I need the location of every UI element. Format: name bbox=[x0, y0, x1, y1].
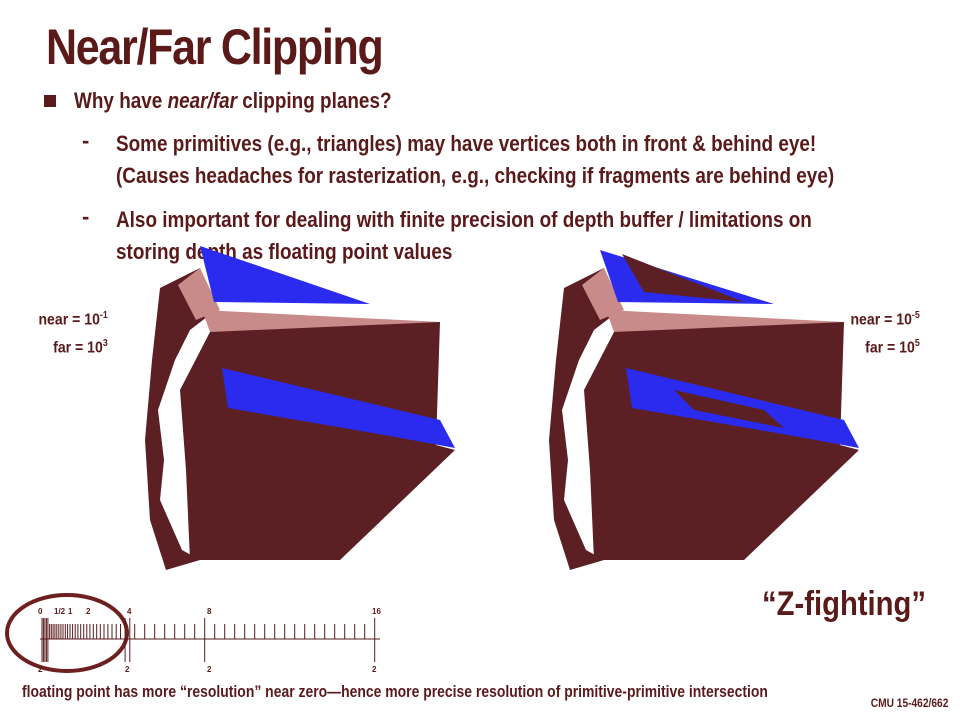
front-face-dark bbox=[584, 322, 859, 560]
tick-label-16: 16 bbox=[372, 607, 381, 616]
tick-label-0: 0 bbox=[38, 607, 43, 616]
dash-icon: - bbox=[82, 128, 90, 153]
main-bullet: Why have near/far clipping planes? bbox=[44, 88, 443, 114]
right-near-far-label: near = 10-5 far = 105 bbox=[851, 304, 920, 361]
back-panel-dark bbox=[549, 268, 620, 570]
left-far-value: far = 103 bbox=[53, 338, 108, 357]
zfight-patch-mid bbox=[674, 390, 784, 428]
back-panel-light bbox=[178, 268, 220, 320]
sub-item-1-text: Some primitives (e.g., triangles) may ha… bbox=[116, 128, 834, 192]
course-label: CMU 15-462/662 bbox=[870, 696, 948, 710]
tick-label-4: 4 bbox=[127, 607, 132, 616]
top-face-light bbox=[606, 310, 844, 336]
tick-exp-label-3: 2 bbox=[207, 665, 212, 674]
sub-item-1: - Some primitives (e.g., triangles) may … bbox=[82, 128, 951, 192]
tick-label-8: 8 bbox=[207, 607, 212, 616]
number-line-ticks bbox=[41, 618, 376, 662]
tick-label-2: 2 bbox=[86, 607, 91, 616]
tick-exp-label-2: 2 bbox=[125, 665, 130, 674]
z-fighting-caption: “Z-fighting” bbox=[762, 585, 927, 623]
bullet-text-before: Why have bbox=[74, 88, 168, 113]
front-face-dark bbox=[180, 322, 455, 560]
right-far-value: far = 105 bbox=[865, 338, 920, 357]
bullet-text-after: clipping planes? bbox=[236, 88, 392, 113]
tick-label-half: 1/2 bbox=[54, 607, 66, 616]
tick-exp-label-4: 2 bbox=[372, 665, 377, 674]
tick-exp-label-1: 2 bbox=[38, 665, 43, 674]
bullet-text-emphasis: near/far bbox=[167, 88, 237, 113]
blue-triangle-mid bbox=[222, 368, 455, 448]
tick-label-1: 1 bbox=[68, 607, 73, 616]
highlight-circle bbox=[5, 593, 129, 673]
back-panel-dark bbox=[145, 268, 216, 570]
back-panel-light bbox=[582, 268, 624, 320]
slide-title: Near/Far Clipping bbox=[46, 19, 384, 75]
footer-note: floating point has more “resolution” nea… bbox=[22, 682, 768, 701]
main-bullet-text: Why have near/far clipping planes? bbox=[74, 88, 392, 114]
dash-icon: - bbox=[82, 204, 90, 229]
left-near-far-label: near = 10-1 far = 103 bbox=[39, 304, 108, 361]
sub-item-1-line-2: (Causes headaches for rasterization, e.g… bbox=[116, 163, 835, 188]
zfight-patch-top bbox=[622, 254, 744, 302]
top-face-light bbox=[202, 310, 440, 336]
sub-item-2-line-2: storing depth as floating point values bbox=[116, 239, 453, 264]
sub-item-2: - Also important for dealing with finite… bbox=[82, 204, 925, 268]
bullet-square-icon bbox=[44, 95, 56, 107]
blue-triangle-top bbox=[200, 246, 370, 304]
floating-point-number-line: 0 1/2 1 2 4 8 16 2 2 2 2 bbox=[5, 593, 381, 674]
sub-item-2-text: Also important for dealing with finite p… bbox=[116, 204, 812, 268]
sub-item-1-line-1: Some primitives (e.g., triangles) may ha… bbox=[116, 131, 817, 156]
right-near-value: near = 10-5 bbox=[850, 310, 920, 329]
render-near-far-small-ratio bbox=[145, 246, 455, 570]
render-near-far-large-ratio bbox=[549, 250, 859, 570]
left-near-value: near = 10-1 bbox=[38, 310, 108, 329]
sub-item-2-line-1: Also important for dealing with finite p… bbox=[116, 207, 812, 232]
